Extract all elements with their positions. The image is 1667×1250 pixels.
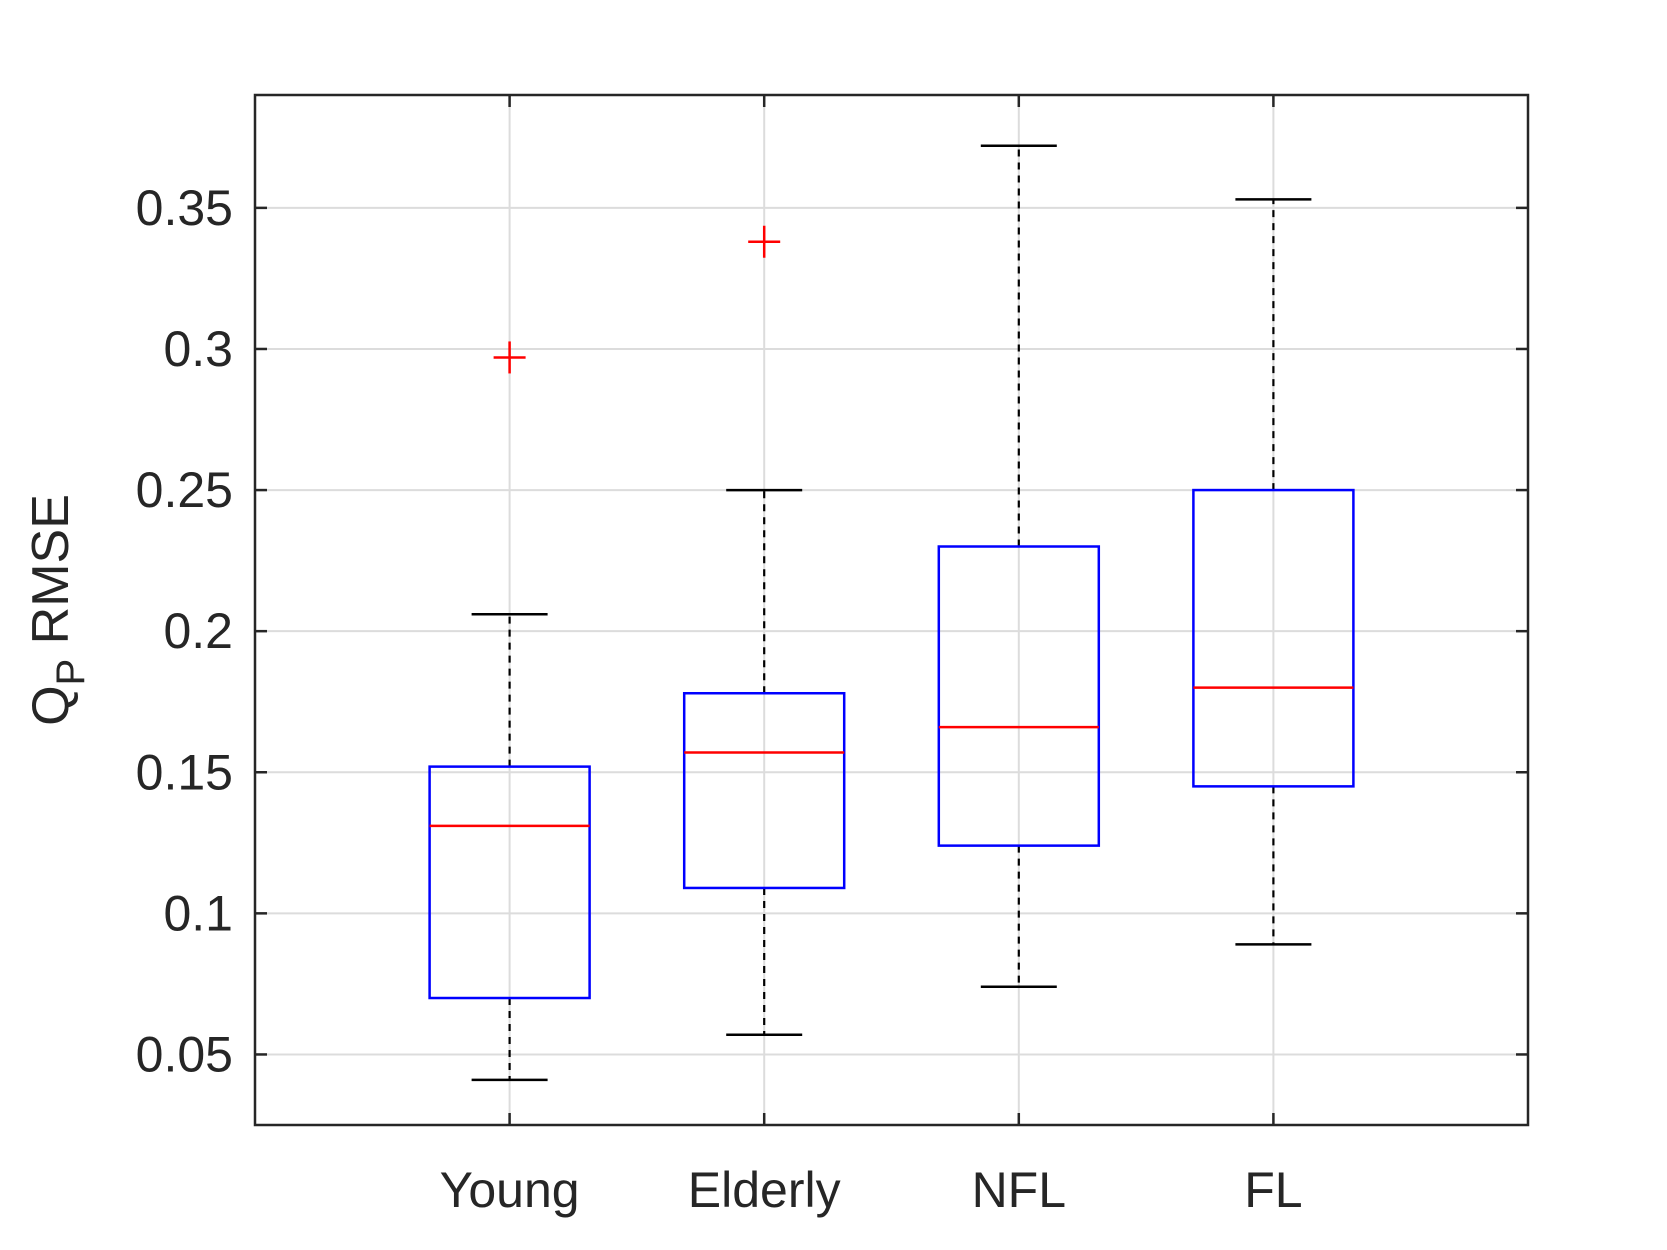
outlier-marker xyxy=(748,225,781,258)
iqr-box xyxy=(682,691,846,890)
box-elderly xyxy=(682,225,846,1036)
outlier-marker xyxy=(493,341,526,374)
iqr-box xyxy=(1192,488,1355,788)
y-tick-label: 0.35 xyxy=(136,180,233,236)
axis-ticks xyxy=(255,95,1528,1125)
y-tick-label: 0.15 xyxy=(136,744,233,800)
y-tick-label: 0.2 xyxy=(163,603,233,659)
y-axis-label-subscript: P xyxy=(49,659,93,686)
y-tick-label: 0.1 xyxy=(163,885,233,941)
x-tick-label: Elderly xyxy=(688,1162,841,1218)
x-tick-label: FL xyxy=(1244,1162,1302,1218)
axis-tick-labels: 0.05 0.1 0.15 0.2 0.25 0.3 0.35 Young Elderly NFL… xyxy=(136,180,1303,1218)
iqr-box xyxy=(937,545,1101,847)
y-tick-label: 0.25 xyxy=(136,462,233,518)
box-series xyxy=(428,144,1355,1082)
y-tick-label: 0.3 xyxy=(163,321,233,377)
box-young xyxy=(428,341,591,1082)
box-nfl xyxy=(937,144,1101,988)
y-axis-label-base: Q xyxy=(22,685,80,725)
iqr-box xyxy=(428,765,591,1000)
y-axis-label-rest: RMSE xyxy=(22,494,80,659)
y-axis-label: QP RMSE xyxy=(22,494,93,726)
box-fl xyxy=(1192,198,1355,946)
plot-frame xyxy=(253,93,1530,1127)
x-tick-label: NFL xyxy=(972,1162,1066,1218)
x-tick-label: Young xyxy=(440,1162,580,1218)
y-tick-label: 0.05 xyxy=(136,1026,233,1082)
